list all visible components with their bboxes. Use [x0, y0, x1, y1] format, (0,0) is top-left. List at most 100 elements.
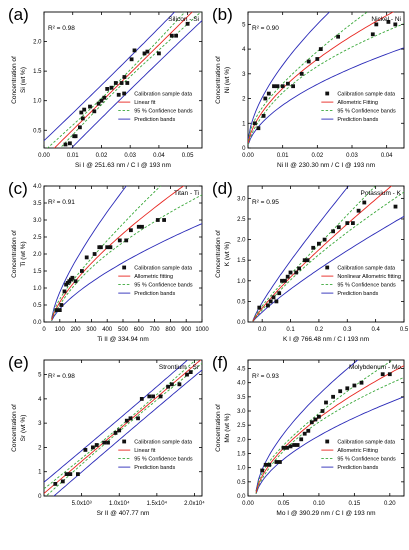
y-tick-label: 0.5 [237, 299, 246, 305]
data-point [280, 278, 284, 283]
data-point [302, 431, 307, 436]
y-tick-label: 2.5 [33, 235, 42, 241]
r-squared: R² = 0.93 [252, 373, 279, 380]
y-tick-label: 2.0 [237, 238, 246, 244]
data-point [109, 85, 114, 90]
y-tick-label: 0 [38, 494, 42, 500]
data-point [139, 397, 144, 401]
panel-title: Titan - Ti [174, 190, 199, 197]
data-point [281, 445, 286, 450]
confidence-band-upper [252, 186, 377, 322]
legend-label: Allometric Fitting [337, 100, 378, 106]
y-axis-label-line1: Concentration of [11, 230, 18, 278]
data-point [267, 462, 272, 467]
legend-label: Linear fit [134, 100, 156, 106]
data-point [317, 241, 321, 246]
data-point [338, 389, 343, 394]
data-points [260, 372, 392, 473]
confidence-band-upper [255, 360, 394, 492]
data-point [73, 279, 78, 284]
data-point [119, 81, 124, 85]
y-axis-label-line1: Concentration of [215, 404, 222, 452]
data-point [359, 380, 364, 385]
legend-label: Allometric Fitting [337, 448, 378, 454]
data-point [96, 101, 101, 106]
x-tick-label: 0.4 [371, 327, 380, 333]
data-point [68, 141, 72, 146]
y-tick-label: 4 [38, 397, 42, 403]
data-point [280, 84, 285, 89]
y-tick-label: 3 [242, 72, 246, 78]
data-point [274, 299, 279, 304]
data-point [88, 104, 92, 109]
x-tick-label: 0.00 [242, 153, 254, 159]
y-tick-label: 0.0 [237, 494, 246, 500]
panel-title: Nickel - Ni [371, 16, 401, 23]
y-tick-label: 1.0 [237, 466, 246, 472]
fit-line [53, 12, 193, 148]
x-tick-label: 0.04 [381, 153, 393, 159]
data-point [266, 303, 270, 308]
data-point [315, 57, 320, 61]
legend: Calibration sample data Linear fit 95 % Co… [118, 91, 193, 123]
data-point [125, 81, 130, 85]
legend-label: 95 % Confidence bands [337, 109, 396, 115]
data-point [288, 444, 293, 449]
data-point [311, 245, 316, 250]
data-point [356, 208, 361, 213]
data-point [177, 382, 182, 387]
panel-title: Silicon - Si [168, 16, 199, 23]
y-tick-label: 0.0 [237, 320, 246, 326]
data-point [306, 59, 311, 64]
data-point [324, 400, 328, 405]
legend-label: Allometric fitting [134, 274, 173, 280]
y-tick-label: 4.0 [237, 381, 246, 387]
data-point [158, 394, 163, 399]
x-tick-label: 0.05 [182, 153, 194, 159]
data-point [283, 278, 287, 283]
data-point [80, 269, 84, 273]
panel-title: Molybdenum - Mo [349, 364, 401, 371]
plot-frame [247, 185, 405, 323]
confidence-band-lower [255, 377, 404, 494]
data-point [132, 48, 137, 53]
prediction-band-upper [252, 186, 350, 321]
y-tick-label: 0.5 [237, 480, 246, 486]
x-tick-label: 0.04 [153, 153, 165, 159]
confidence-band-upper [51, 186, 162, 320]
x-tick-label: 0.15 [349, 501, 361, 507]
legend-label: 95 % Confidence bands [134, 457, 193, 463]
y-axis-label: Concentration of K (wt %) [215, 230, 231, 278]
x-tick-label: 600 [134, 327, 145, 333]
data-point [57, 308, 62, 312]
y-axis-label: Concentration of Mo (wt %) [215, 404, 231, 452]
data-point [331, 229, 335, 234]
panel-title: Strontium - Sr [159, 364, 200, 371]
y-axis-label-line2: Ni (wt %) [224, 67, 231, 93]
panel-letter: (e) [8, 353, 29, 372]
y-tick-label: 2 [38, 445, 42, 451]
data-point [124, 418, 129, 423]
data-point [285, 274, 290, 279]
y-tick-label: 1.5 [237, 258, 246, 264]
x-axis-label: K I @ 766.48 nm / C I 193 nm [283, 336, 369, 343]
data-point [302, 258, 307, 263]
chart-panel-d: 0.0 0.1 0.2 0.3 0.4 0.5 0.0 0.5 1.0 1.5 2.0 2.5 3.0 K… [212, 179, 409, 343]
data-points [253, 20, 398, 131]
legend-marker-data [122, 265, 127, 270]
data-point [305, 258, 310, 263]
legend-label: Calibration sample data [134, 266, 193, 272]
data-point [285, 445, 289, 450]
data-point [79, 110, 84, 115]
data-point [54, 308, 59, 312]
data-point [151, 394, 155, 399]
y-tick-label: 1.5 [33, 69, 42, 75]
data-point [261, 114, 266, 118]
x-tick-label: 0.02 [96, 153, 108, 159]
data-point [91, 445, 95, 450]
x-tick-label: 0.01 [277, 153, 289, 159]
data-point [102, 440, 107, 445]
x-tick-label: 500 [118, 327, 129, 333]
data-point [157, 51, 161, 56]
fit-curves [44, 360, 202, 496]
